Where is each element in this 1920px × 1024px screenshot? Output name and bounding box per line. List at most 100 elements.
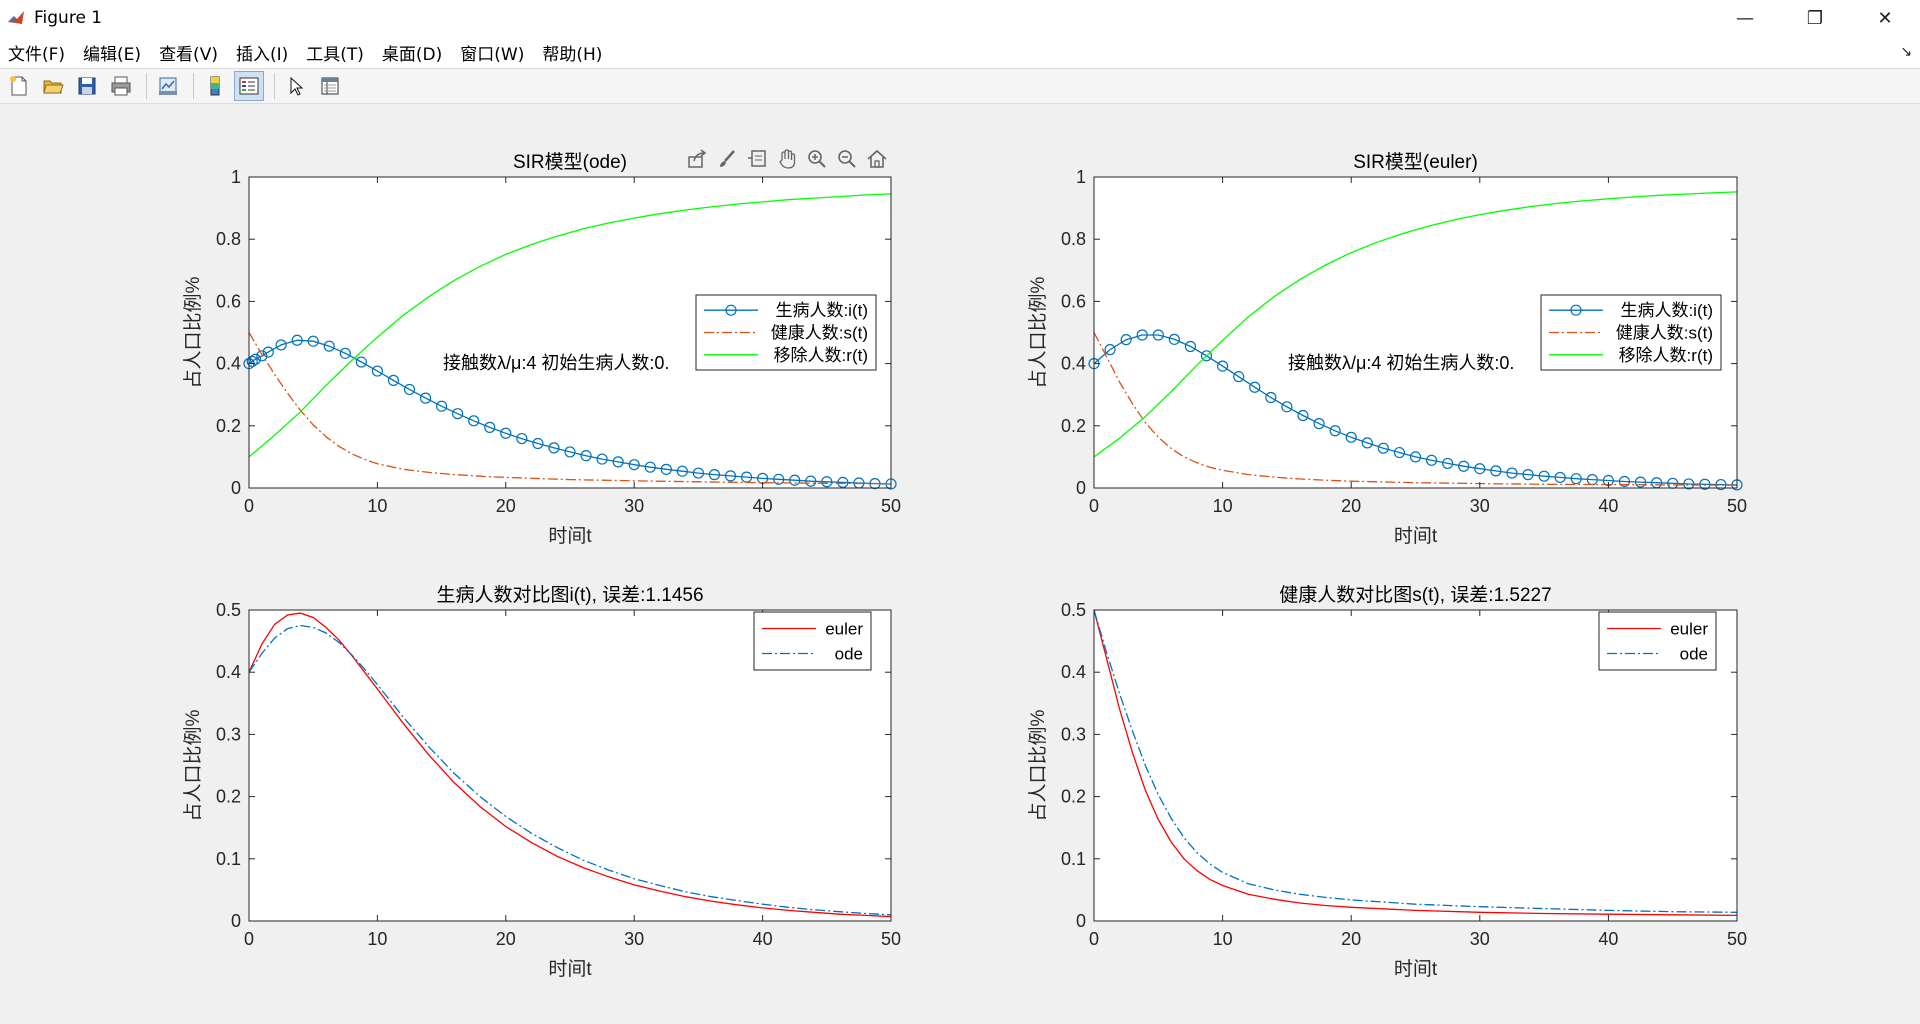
chart-title: 健康人数对比图s(t), 误差:1.5227 xyxy=(1279,584,1551,606)
chart-title: 生病人数对比图i(t), 误差:1.1456 xyxy=(436,584,703,606)
new-figure-icon[interactable] xyxy=(4,71,34,101)
y-tick-label: 0.4 xyxy=(1061,662,1086,682)
link-plot-icon[interactable] xyxy=(153,71,183,101)
insert-legend-icon[interactable] xyxy=(234,71,264,101)
data-point xyxy=(612,456,624,468)
x-axis-label: 时间t xyxy=(1394,958,1438,980)
y-tick-label: 0.4 xyxy=(1061,354,1086,374)
x-tick-label: 40 xyxy=(753,496,773,516)
data-point xyxy=(596,453,608,465)
window-title: Figure 1 xyxy=(34,8,103,28)
close-button[interactable]: ✕ xyxy=(1877,7,1893,29)
property-inspector-icon[interactable] xyxy=(315,71,345,101)
x-tick-label: 20 xyxy=(496,929,516,949)
legend-label: euler xyxy=(1670,620,1708,639)
data-point xyxy=(805,475,817,487)
zoom-in-icon[interactable] xyxy=(802,145,832,173)
data-point xyxy=(1281,401,1293,413)
pan-icon[interactable] xyxy=(772,145,802,173)
figure-toolbar xyxy=(0,68,1920,104)
data-point xyxy=(436,400,448,412)
menu-tools[interactable]: 工具(T) xyxy=(306,44,364,65)
data-point xyxy=(1474,463,1486,475)
dock-arrow-icon[interactable]: ↘ xyxy=(1900,44,1912,60)
data-point xyxy=(419,392,432,404)
data-point xyxy=(564,446,576,458)
y-tick-label: 0.3 xyxy=(1061,724,1086,744)
data-point xyxy=(1345,431,1357,443)
data-point xyxy=(1425,454,1438,466)
insert-colorbar-icon[interactable] xyxy=(200,71,230,101)
chart-4: 0 10 20 30 40 50 0 0.1 0.2 0.3 0.4 0.5 健康人数对比图s(t), … xyxy=(1027,584,1747,980)
data-point xyxy=(1618,475,1631,488)
data-point xyxy=(628,459,640,471)
x-tick-label: 10 xyxy=(1213,496,1233,516)
x-tick-label: 0 xyxy=(244,929,254,949)
menu-file[interactable]: 文件(F) xyxy=(8,44,66,65)
y-tick-label: 1 xyxy=(1076,167,1086,187)
chart-2: 0 10 20 30 40 50 0 0.2 0.4 0.6 0.8 1 SIR模型(euler) 时间t… xyxy=(1027,151,1747,547)
data-point xyxy=(1634,476,1647,488)
x-tick-label: 50 xyxy=(881,929,901,949)
home-icon[interactable] xyxy=(862,145,892,173)
chart-3: 0 10 20 30 40 50 0 0.1 0.2 0.3 0.4 0.5 生病人数对比图i(t), … xyxy=(182,584,901,980)
datatip-icon[interactable] xyxy=(742,145,772,173)
data-point xyxy=(1490,465,1502,477)
data-point xyxy=(1233,371,1245,383)
x-tick-label: 20 xyxy=(1341,929,1361,949)
data-point xyxy=(1554,471,1566,484)
annotation-text: 接触数λ/μ:4 初始生病人数:0. xyxy=(1288,353,1514,373)
menu-desktop[interactable]: 桌面(D) xyxy=(381,44,443,65)
series-line-3 xyxy=(1093,191,1738,458)
y-axis-label: 占人口比例% xyxy=(182,276,204,388)
series-line-2 xyxy=(248,624,892,916)
menu-edit[interactable]: 编辑(E) xyxy=(83,44,142,65)
x-tick-label: 20 xyxy=(496,496,516,516)
data-point xyxy=(724,470,737,482)
legend-label: ode xyxy=(1680,645,1708,664)
zoom-out-icon[interactable] xyxy=(832,145,862,173)
data-point xyxy=(1136,329,1148,341)
x-tick-label: 50 xyxy=(1727,929,1747,949)
data-point xyxy=(249,353,262,365)
series-line-3 xyxy=(248,193,892,458)
toolbar-separator xyxy=(146,73,147,99)
legend-label: 生病人数:i(t) xyxy=(1620,301,1713,320)
y-tick-label: 0.5 xyxy=(1061,600,1086,620)
chart-title: SIR模型(euler) xyxy=(1353,151,1478,173)
edit-plot-icon[interactable] xyxy=(281,71,311,101)
export-icon[interactable] xyxy=(682,145,712,173)
data-point xyxy=(1538,470,1550,482)
y-tick-label: 0.6 xyxy=(216,291,241,311)
data-point xyxy=(275,339,287,351)
print-icon[interactable] xyxy=(106,71,136,101)
data-point xyxy=(1393,446,1406,459)
series-line-1 xyxy=(248,612,892,918)
data-point xyxy=(323,340,335,352)
menu-help[interactable]: 帮助(H) xyxy=(542,44,603,65)
open-file-icon[interactable] xyxy=(38,71,68,101)
restore-button[interactable]: ❐ xyxy=(1806,7,1824,29)
save-icon[interactable] xyxy=(72,71,102,101)
data-point xyxy=(256,350,268,362)
y-tick-label: 0.2 xyxy=(216,416,241,436)
data-point xyxy=(307,335,319,347)
menu-view[interactable]: 查看(V) xyxy=(159,44,218,65)
data-point xyxy=(1409,451,1422,463)
y-tick-label: 0 xyxy=(231,478,241,498)
menu-insert[interactable]: 插入(I) xyxy=(235,44,289,65)
x-axis-label: 时间t xyxy=(548,525,592,547)
y-axis-label: 占人口比例% xyxy=(1027,276,1049,388)
data-point xyxy=(516,432,528,445)
brush-icon[interactable] xyxy=(712,145,742,173)
chart-1: 0 10 20 30 40 50 0 0.2 0.4 0.6 0.8 1 SIR模型(ode) 时间t 占人… xyxy=(182,151,901,547)
minimize-button[interactable]: — xyxy=(1736,7,1754,29)
x-tick-label: 10 xyxy=(1213,929,1233,949)
y-tick-label: 0.4 xyxy=(216,354,241,374)
y-axis-label: 占人口比例% xyxy=(1027,709,1049,821)
menu-window[interactable]: 窗口(W) xyxy=(460,44,525,65)
series-line-2 xyxy=(1093,332,1738,486)
legend-label: 健康人数:s(t) xyxy=(1616,324,1713,343)
x-axis-label: 时间t xyxy=(1394,525,1438,547)
legend-marker xyxy=(1570,304,1582,316)
